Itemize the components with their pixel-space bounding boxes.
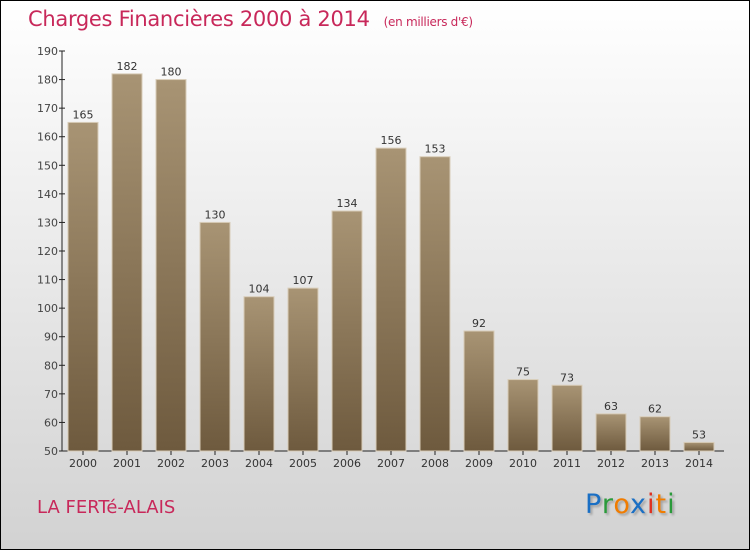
logo-letter: r [601, 489, 614, 520]
x-tick-label: 2010 [509, 457, 537, 470]
x-tick-label: 2012 [597, 457, 625, 470]
data-label: 62 [648, 403, 662, 416]
bar-2005 [287, 287, 319, 452]
x-tick-label: 2004 [245, 457, 273, 470]
bar-2001 [111, 73, 143, 452]
data-label: 92 [472, 317, 486, 330]
x-tick-label: 2001 [113, 457, 141, 470]
x-tick-label: 2002 [157, 457, 185, 470]
x-tick-label: 2003 [201, 457, 229, 470]
x-tick-label: 2009 [465, 457, 493, 470]
y-tick-label: 50 [44, 445, 58, 458]
proxiti-logo: Proxiti [585, 489, 676, 520]
bar-2000 [67, 121, 99, 452]
data-label: 156 [381, 134, 402, 147]
data-label: 53 [692, 428, 706, 441]
y-tick-label: 60 [44, 416, 58, 429]
x-tick-label: 2005 [289, 457, 317, 470]
bar-2002 [155, 79, 187, 452]
bar-2008 [419, 156, 451, 452]
place-name: LA FERTé-ALAIS [37, 497, 176, 518]
data-label: 73 [560, 371, 574, 384]
x-tick-label: 2007 [377, 457, 405, 470]
logo-letter: P [585, 489, 602, 520]
bar-2004 [243, 296, 275, 452]
title-text: Charges Financières 2000 à 2014 [28, 7, 370, 31]
logo-letter: o [613, 489, 631, 520]
data-label: 153 [425, 143, 446, 156]
y-tick-label: 120 [37, 245, 58, 258]
x-tick-label: 2000 [69, 457, 97, 470]
y-tick-label: 180 [37, 74, 58, 87]
x-tick-label: 2011 [553, 457, 581, 470]
bar-2010 [507, 379, 539, 452]
bar-2006 [331, 210, 363, 452]
y-tick-label: 170 [37, 102, 58, 115]
y-tick-label: 130 [37, 216, 58, 229]
y-tick-label: 160 [37, 131, 58, 144]
data-label: 107 [293, 274, 314, 287]
logo-letter: x [630, 489, 648, 520]
data-label: 180 [161, 66, 182, 79]
y-tick-label: 90 [44, 331, 58, 344]
logo-letter: i [667, 489, 676, 520]
bar-2007 [375, 147, 407, 452]
x-tick-label: 2013 [641, 457, 669, 470]
data-label: 75 [516, 366, 530, 379]
y-tick-label: 80 [44, 359, 58, 372]
y-tick-label: 70 [44, 388, 58, 401]
bar-2012 [595, 413, 627, 452]
y-tick-label: 190 [37, 45, 58, 58]
data-label: 134 [337, 197, 358, 210]
bar-2014 [683, 441, 715, 452]
y-tick-label: 100 [37, 302, 58, 315]
x-tick-label: 2008 [421, 457, 449, 470]
data-label: 63 [604, 400, 618, 413]
unit-label: (en milliers d'€) [383, 15, 473, 29]
bar-2011 [551, 384, 583, 452]
y-tick-label: 110 [37, 274, 58, 287]
y-tick-label: 150 [37, 159, 58, 172]
chart-title: Charges Financières 2000 à 2014 (en milli… [28, 7, 473, 31]
data-label: 104 [249, 283, 270, 296]
bar-2009 [463, 330, 495, 452]
data-label: 165 [73, 108, 94, 121]
logo-letter: t [655, 489, 668, 520]
y-tick-label: 140 [37, 188, 58, 201]
logo-letter: i [647, 489, 656, 520]
bar-2013 [639, 416, 671, 452]
x-tick-label: 2006 [333, 457, 361, 470]
data-label: 130 [205, 208, 226, 221]
bar-2003 [199, 221, 231, 452]
x-tick-label: 2014 [685, 457, 713, 470]
data-label: 182 [117, 60, 138, 73]
